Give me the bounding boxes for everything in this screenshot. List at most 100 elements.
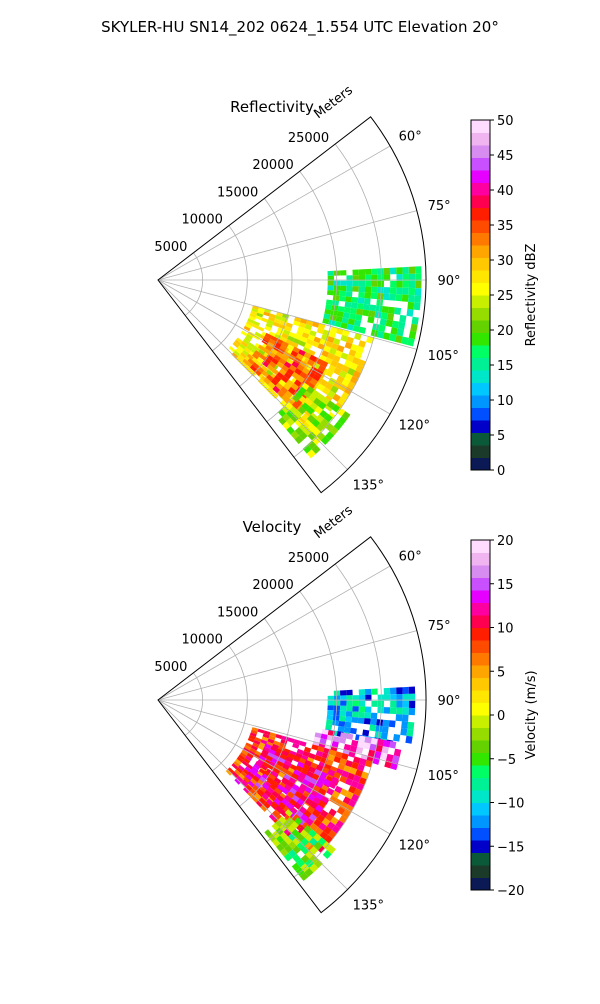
colorbar-band xyxy=(471,827,490,841)
echo-cell xyxy=(234,769,241,776)
colorbar-band xyxy=(471,245,490,258)
echo-cell xyxy=(334,350,343,358)
echo-cell xyxy=(354,332,362,341)
echo-cell xyxy=(309,846,319,855)
echo-cell xyxy=(270,378,279,386)
echo-cell xyxy=(244,744,251,751)
azimuth-spoke xyxy=(157,630,417,701)
echo-cell xyxy=(286,379,294,387)
echo-cell xyxy=(302,764,311,771)
echo-cell xyxy=(243,325,251,332)
echo-cell xyxy=(327,705,334,711)
echo-cell xyxy=(300,813,309,822)
echo-cell xyxy=(286,802,294,810)
azimuth-spoke xyxy=(157,699,417,770)
echo-cell xyxy=(368,310,376,318)
echo-cell xyxy=(250,778,258,785)
echo-cell xyxy=(357,741,365,749)
echo-cell xyxy=(286,398,295,407)
colorbar-band xyxy=(471,232,490,246)
echo-cell xyxy=(273,318,282,324)
colorbar-tick-label: 35 xyxy=(497,219,514,234)
echo-cell xyxy=(298,757,307,765)
echo-cell xyxy=(263,335,271,342)
echo-cell xyxy=(245,742,253,748)
echo-cell xyxy=(291,783,300,791)
echo-cell xyxy=(299,794,308,802)
echo-cell xyxy=(264,743,272,749)
echo-cell xyxy=(333,700,341,706)
echo-cell xyxy=(337,725,345,733)
colorbar-tick-label: −15 xyxy=(497,840,524,855)
echo-cell xyxy=(344,359,353,368)
colorbar-band xyxy=(471,332,490,346)
echo-cell xyxy=(296,858,306,868)
echo-cell xyxy=(393,734,401,742)
echo-cell xyxy=(376,719,384,726)
colorbar-tick-label: −5 xyxy=(497,753,516,768)
echo-cell xyxy=(370,737,378,745)
echo-cell xyxy=(405,735,413,744)
echo-cell xyxy=(408,273,416,281)
echo-cell xyxy=(402,287,409,295)
colorbar-band xyxy=(471,627,490,641)
echo-cell xyxy=(317,746,325,753)
echo-cell xyxy=(231,352,238,359)
echo-cell xyxy=(344,301,352,308)
echo-cell xyxy=(299,872,309,882)
echo-cell xyxy=(371,268,378,275)
colorbar-band xyxy=(471,257,490,271)
echo-cell xyxy=(323,313,331,320)
echo-cell xyxy=(257,309,265,315)
colorbar-band xyxy=(471,752,490,766)
echo-cell xyxy=(263,746,271,753)
echo-cell xyxy=(363,303,371,311)
echo-cell xyxy=(285,756,294,763)
echo-cell xyxy=(323,778,331,787)
echo-cell xyxy=(307,440,317,450)
azimuth-tick-label: 75° xyxy=(428,199,451,214)
colorbar-tick-label: 20 xyxy=(497,534,514,549)
echo-cell xyxy=(306,406,315,415)
colorbar-tick-label: −10 xyxy=(497,797,524,812)
colorbar-band xyxy=(471,877,490,891)
echo-cell xyxy=(249,788,257,796)
echo-cell xyxy=(335,751,343,759)
echo-cell xyxy=(394,307,402,315)
echo-cell xyxy=(251,323,259,329)
echo-cell xyxy=(392,755,400,764)
echo-cell xyxy=(268,813,277,821)
echo-cell xyxy=(382,739,391,748)
echo-cell xyxy=(261,317,269,323)
echo-cell xyxy=(263,377,271,385)
echo-cell xyxy=(308,813,317,822)
echo-cell xyxy=(298,772,307,780)
echo-cell xyxy=(306,359,315,367)
range-ring xyxy=(293,563,382,878)
echo-cell xyxy=(370,718,377,726)
echo-cell xyxy=(353,788,363,797)
colorbar-tick-label: 30 xyxy=(497,254,514,269)
echo-cell xyxy=(407,301,415,310)
echo-cell xyxy=(261,749,269,756)
colorbar-band xyxy=(471,395,490,408)
echo-cell xyxy=(279,831,288,841)
echo-cell xyxy=(244,347,251,354)
echo-cell xyxy=(329,749,337,757)
echo-cell xyxy=(396,280,403,288)
echo-cell xyxy=(383,267,391,275)
echo-cell xyxy=(302,346,310,354)
echo-cell xyxy=(279,742,287,749)
echo-cell xyxy=(278,323,286,330)
echo-cell xyxy=(347,367,356,376)
echo-cell xyxy=(247,737,255,743)
echo-cell xyxy=(269,313,277,319)
echo-cell xyxy=(260,752,268,759)
echo-cell xyxy=(269,732,277,738)
echo-cell xyxy=(287,752,295,760)
echo-cell xyxy=(306,414,316,424)
colorbar-tick-label: 20 xyxy=(497,324,514,339)
echo-cell xyxy=(250,310,258,316)
echo-cell xyxy=(283,361,292,369)
echo-cell xyxy=(293,755,301,762)
